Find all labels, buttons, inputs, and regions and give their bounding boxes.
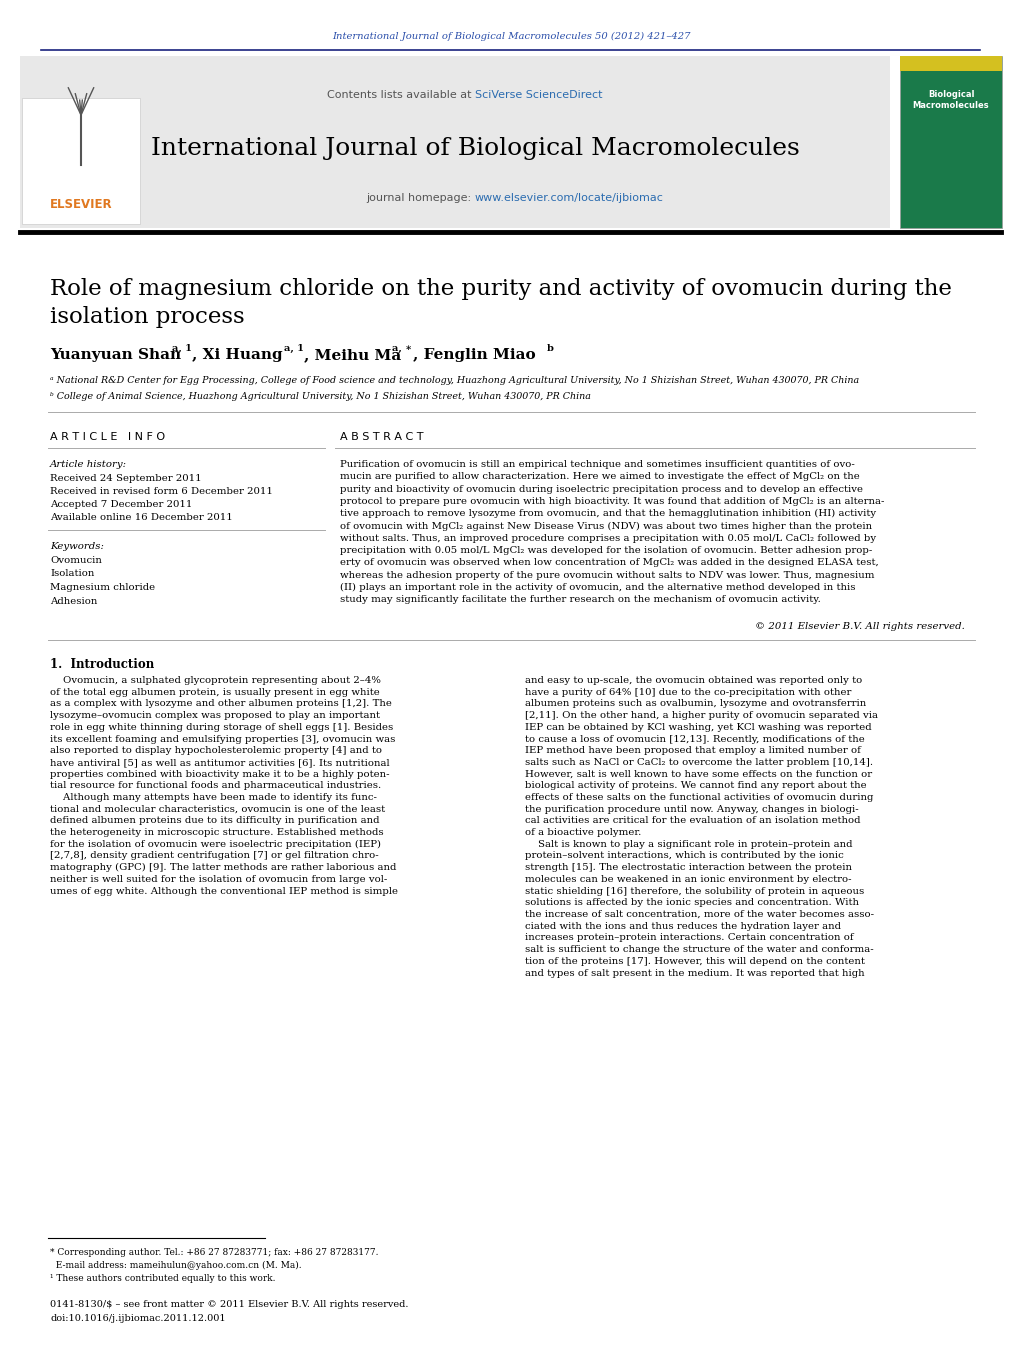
Text: 1.  Introduction: 1. Introduction: [50, 658, 154, 671]
Text: for the isolation of ovomucin were isoelectric precipitation (IEP): for the isolation of ovomucin were isoel…: [50, 840, 381, 848]
Text: the increase of salt concentration, more of the water becomes asso-: the increase of salt concentration, more…: [525, 911, 874, 919]
Text: Yuanyuan Shan: Yuanyuan Shan: [50, 349, 181, 362]
Text: albumen proteins such as ovalbumin, lysozyme and ovotransferrin: albumen proteins such as ovalbumin, lyso…: [525, 700, 866, 708]
Text: purity and bioactivity of ovomucin during isoelectric precipitation process and : purity and bioactivity of ovomucin durin…: [340, 485, 863, 493]
Text: ᵇ College of Animal Science, Huazhong Agricultural University, No 1 Shizishan St: ᵇ College of Animal Science, Huazhong Ag…: [50, 392, 591, 401]
Text: (II) plays an important role in the activity of ovomucin, and the alternative me: (II) plays an important role in the acti…: [340, 584, 856, 592]
Text: of the total egg albumen protein, is usually present in egg white: of the total egg albumen protein, is usu…: [50, 688, 380, 697]
Text: have antiviral [5] as well as antitumor activities [6]. Its nutritional: have antiviral [5] as well as antitumor …: [50, 758, 390, 767]
Text: ciated with the ions and thus reduces the hydration layer and: ciated with the ions and thus reduces th…: [525, 921, 841, 931]
Text: E-mail address: mameihulun@yahoo.com.cn (M. Ma).: E-mail address: mameihulun@yahoo.com.cn …: [50, 1260, 301, 1270]
Bar: [900, 55, 1002, 72]
Text: solutions is affected by the ionic species and concentration. With: solutions is affected by the ionic speci…: [525, 898, 859, 908]
Text: role in egg white thinning during storage of shell eggs [1]. Besides: role in egg white thinning during storag…: [50, 723, 393, 732]
Text: IEP can be obtained by KCl washing, yet KCl washing was reported: IEP can be obtained by KCl washing, yet …: [525, 723, 872, 732]
Text: increases protein–protein interactions. Certain concentration of: increases protein–protein interactions. …: [525, 934, 854, 943]
Text: Role of magnesium chloride on the purity and activity of ovomucin during the
iso: Role of magnesium chloride on the purity…: [50, 278, 952, 328]
Text: ᵃ National R&D Center for Egg Processing, College of Food science and technology: ᵃ National R&D Center for Egg Processing…: [50, 376, 859, 385]
Text: its excellent foaming and emulsifying properties [3], ovomucin was: its excellent foaming and emulsifying pr…: [50, 735, 395, 743]
Text: protein–solvent interactions, which is contributed by the ionic: protein–solvent interactions, which is c…: [525, 851, 843, 861]
Text: International Journal of Biological Macromolecules 50 (2012) 421–427: International Journal of Biological Macr…: [332, 31, 690, 41]
Text: Available online 16 December 2011: Available online 16 December 2011: [50, 513, 233, 521]
Text: whereas the adhesion property of the pure ovomucin without salts to NDV was lowe: whereas the adhesion property of the pur…: [340, 570, 875, 580]
Text: erty of ovomucin was observed when low concentration of MgCl₂ was added in the d: erty of ovomucin was observed when low c…: [340, 558, 879, 567]
Text: cal activities are critical for the evaluation of an isolation method: cal activities are critical for the eval…: [525, 816, 861, 825]
Text: to cause a loss of ovomucin [12,13]. Recently, modifications of the: to cause a loss of ovomucin [12,13]. Rec…: [525, 735, 865, 743]
Text: Salt is known to play a significant role in protein–protein and: Salt is known to play a significant role…: [525, 840, 853, 848]
Text: , Meihu Ma: , Meihu Ma: [304, 349, 401, 362]
Text: and easy to up-scale, the ovomucin obtained was reported only to: and easy to up-scale, the ovomucin obtai…: [525, 676, 863, 685]
Text: * Corresponding author. Tel.: +86 27 87283771; fax: +86 27 87283177.: * Corresponding author. Tel.: +86 27 872…: [50, 1248, 379, 1256]
Text: , Fenglin Miao: , Fenglin Miao: [414, 349, 536, 362]
Text: as a complex with lysozyme and other albumen proteins [1,2]. The: as a complex with lysozyme and other alb…: [50, 700, 392, 708]
Text: © 2011 Elsevier B.V. All rights reserved.: © 2011 Elsevier B.V. All rights reserved…: [756, 621, 965, 631]
Text: biological activity of proteins. We cannot find any report about the: biological activity of proteins. We cann…: [525, 781, 867, 790]
Text: ¹ These authors contributed equally to this work.: ¹ These authors contributed equally to t…: [50, 1274, 276, 1283]
Text: Ovomucin: Ovomucin: [50, 557, 102, 565]
Text: [2,7,8], density gradient centrifugation [7] or gel filtration chro-: [2,7,8], density gradient centrifugation…: [50, 851, 379, 861]
Text: Received 24 September 2011: Received 24 September 2011: [50, 474, 201, 484]
Text: salt is sufficient to change the structure of the water and conforma-: salt is sufficient to change the structu…: [525, 946, 874, 954]
Text: However, salt is well known to have some effects on the function or: However, salt is well known to have some…: [525, 770, 872, 778]
Text: precipitation with 0.05 mol/L MgCl₂ was developed for the isolation of ovomucin.: precipitation with 0.05 mol/L MgCl₂ was …: [340, 546, 872, 555]
Text: strength [15]. The electrostatic interaction between the protein: strength [15]. The electrostatic interac…: [525, 863, 852, 873]
Text: Keywords:: Keywords:: [50, 542, 104, 551]
Text: also reported to display hypocholesterolemic property [4] and to: also reported to display hypocholesterol…: [50, 746, 382, 755]
Text: A R T I C L E   I N F O: A R T I C L E I N F O: [50, 432, 165, 442]
Text: of a bioactive polymer.: of a bioactive polymer.: [525, 828, 641, 838]
Text: Received in revised form 6 December 2011: Received in revised form 6 December 2011: [50, 486, 273, 496]
Text: salts such as NaCl or CaCl₂ to overcome the latter problem [10,14].: salts such as NaCl or CaCl₂ to overcome …: [525, 758, 873, 767]
Text: of ovomucin with MgCl₂ against New Disease Virus (NDV) was about two times highe: of ovomucin with MgCl₂ against New Disea…: [340, 521, 872, 531]
Text: IEP method have been proposed that employ a limited number of: IEP method have been proposed that emplo…: [525, 746, 861, 755]
Text: mucin are purified to allow characterization. Here we aimed to investigate the e: mucin are purified to allow characteriza…: [340, 473, 860, 481]
Text: doi:10.1016/j.ijbiomac.2011.12.001: doi:10.1016/j.ijbiomac.2011.12.001: [50, 1315, 226, 1323]
Bar: [900, 55, 1002, 228]
Text: protocol to prepare pure ovomucin with high bioactivity. It was found that addit: protocol to prepare pure ovomucin with h…: [340, 497, 884, 505]
Text: study may significantly facilitate the further research on the mechanism of ovom: study may significantly facilitate the f…: [340, 596, 821, 604]
Text: effects of these salts on the functional activities of ovomucin during: effects of these salts on the functional…: [525, 793, 873, 802]
Text: b: b: [547, 345, 553, 353]
Text: tial resource for functional foods and pharmaceutical industries.: tial resource for functional foods and p…: [50, 781, 381, 790]
Text: without salts. Thus, an improved procedure comprises a precipitation with 0.05 m: without salts. Thus, an improved procedu…: [340, 534, 876, 543]
Text: a, ∗: a, ∗: [392, 345, 412, 353]
Text: , Xi Huang: , Xi Huang: [192, 349, 283, 362]
Text: the purification procedure until now. Anyway, changes in biologi-: the purification procedure until now. An…: [525, 805, 859, 813]
Text: A B S T R A C T: A B S T R A C T: [340, 432, 424, 442]
Text: umes of egg white. Although the conventional IEP method is simple: umes of egg white. Although the conventi…: [50, 886, 398, 896]
Text: International Journal of Biological Macromolecules: International Journal of Biological Macr…: [151, 136, 799, 159]
Text: a, 1: a, 1: [284, 345, 304, 353]
Text: SciVerse ScienceDirect: SciVerse ScienceDirect: [475, 91, 602, 100]
Text: Ovomucin, a sulphated glycoprotein representing about 2–4%: Ovomucin, a sulphated glycoprotein repre…: [50, 676, 381, 685]
Text: Article history:: Article history:: [50, 459, 127, 469]
Text: journal homepage:: journal homepage:: [367, 193, 475, 203]
Text: properties combined with bioactivity make it to be a highly poten-: properties combined with bioactivity mak…: [50, 770, 389, 778]
Text: Although many attempts have been made to identify its func-: Although many attempts have been made to…: [50, 793, 377, 802]
Text: Contents lists available at: Contents lists available at: [327, 91, 475, 100]
Text: the heterogeneity in microscopic structure. Established methods: the heterogeneity in microscopic structu…: [50, 828, 384, 838]
Text: a, 1: a, 1: [172, 345, 192, 353]
Text: 0141-8130/$ – see front matter © 2011 Elsevier B.V. All rights reserved.: 0141-8130/$ – see front matter © 2011 El…: [50, 1300, 408, 1309]
Text: and types of salt present in the medium. It was reported that high: and types of salt present in the medium.…: [525, 969, 865, 978]
Text: www.elsevier.com/locate/ijbiomac: www.elsevier.com/locate/ijbiomac: [475, 193, 664, 203]
Text: lysozyme–ovomucin complex was proposed to play an important: lysozyme–ovomucin complex was proposed t…: [50, 711, 380, 720]
Text: tional and molecular characteristics, ovomucin is one of the least: tional and molecular characteristics, ov…: [50, 805, 385, 813]
Text: Biological
Macromolecules: Biological Macromolecules: [913, 91, 989, 109]
Text: [2,11]. On the other hand, a higher purity of ovomucin separated via: [2,11]. On the other hand, a higher puri…: [525, 711, 878, 720]
Text: Isolation: Isolation: [50, 570, 94, 578]
Text: have a purity of 64% [10] due to the co-precipitation with other: have a purity of 64% [10] due to the co-…: [525, 688, 852, 697]
Text: static shielding [16] therefore, the solubility of protein in aqueous: static shielding [16] therefore, the sol…: [525, 886, 864, 896]
Text: Purification of ovomucin is still an empirical technique and sometimes insuffici: Purification of ovomucin is still an emp…: [340, 459, 855, 469]
Text: tive approach to remove lysozyme from ovomucin, and that the hemagglutination in: tive approach to remove lysozyme from ov…: [340, 509, 876, 519]
Bar: [20, 55, 890, 228]
Text: ELSEVIER: ELSEVIER: [50, 199, 112, 212]
Text: defined albumen proteins due to its difficulty in purification and: defined albumen proteins due to its diff…: [50, 816, 380, 825]
Text: tion of the proteins [17]. However, this will depend on the content: tion of the proteins [17]. However, this…: [525, 957, 865, 966]
Text: Adhesion: Adhesion: [50, 597, 97, 605]
Text: Magnesium chloride: Magnesium chloride: [50, 584, 155, 592]
Text: matography (GPC) [9]. The latter methods are rather laborious and: matography (GPC) [9]. The latter methods…: [50, 863, 396, 873]
Text: neither is well suited for the isolation of ovomucin from large vol-: neither is well suited for the isolation…: [50, 875, 387, 884]
Text: molecules can be weakened in an ionic environment by electro-: molecules can be weakened in an ionic en…: [525, 875, 852, 884]
Bar: [22, 99, 140, 224]
Text: Accepted 7 December 2011: Accepted 7 December 2011: [50, 500, 192, 509]
